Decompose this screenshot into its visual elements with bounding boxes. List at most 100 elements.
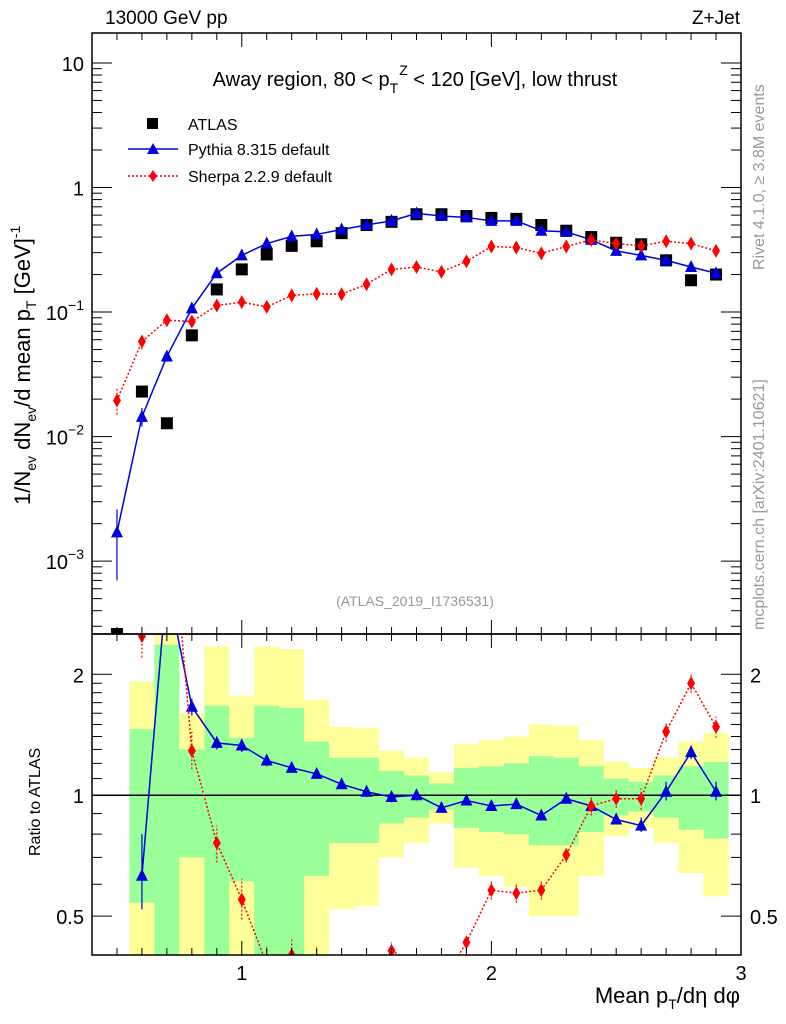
pythia-point	[485, 213, 498, 226]
pythia-point	[210, 266, 223, 279]
band-green-bin	[179, 749, 205, 858]
sherpa-point	[612, 236, 621, 251]
plot-title: Away region, 80 < pTZ < 120 [GeV], low t…	[213, 62, 618, 96]
pythia-ratio-point	[710, 784, 723, 797]
pythia-ratio-point	[235, 738, 248, 751]
atlas-point	[185, 329, 198, 342]
pythia-point	[560, 224, 573, 237]
sherpa-ratio-point	[462, 935, 471, 950]
pythia-point	[460, 210, 473, 223]
atlas-point	[260, 248, 273, 261]
sherpa-ratio-point	[413, 957, 421, 971]
band-green-bin	[229, 737, 255, 882]
sherpa-ratio-point	[687, 676, 696, 691]
atlas-point	[285, 239, 298, 252]
side-text-bottom: mcplots.cern.ch [arXiv:2401.10621]	[751, 379, 768, 630]
pythia-ratio-point	[410, 788, 423, 801]
band-green-bin	[154, 644, 180, 955]
ratio-y-tick-label-left: 0.5	[56, 907, 84, 929]
pythia-ratio-point	[435, 800, 448, 813]
sherpa-point	[162, 313, 171, 328]
atlas-point	[135, 385, 148, 398]
atlas-point	[235, 263, 248, 276]
sherpa-point	[562, 239, 571, 254]
sherpa-point	[462, 254, 471, 269]
pythia-ratio-point	[610, 812, 623, 825]
ratio-y-tick-label-left: 2	[73, 665, 84, 687]
y-tick-label: 10	[62, 54, 84, 76]
pythia-point	[260, 236, 273, 249]
main-plot	[110, 206, 723, 634]
pythia-ratio-point	[210, 735, 223, 748]
atlas-point	[685, 274, 698, 287]
pythia-ratio-point	[260, 753, 273, 766]
pythia-ratio-point	[560, 791, 573, 804]
legend-marker-pythia	[147, 143, 159, 154]
sherpa-ratio-point	[612, 791, 621, 806]
ratio-y-tick-label-left: 1	[73, 786, 84, 808]
pythia-point	[685, 259, 698, 272]
pythia-ratio-point	[310, 766, 323, 779]
sherpa-ratio-point	[163, 456, 171, 470]
pythia-ratio-point	[335, 777, 348, 790]
sherpa-ratio-point	[587, 798, 596, 813]
pythia-ratio-point	[285, 760, 298, 773]
pythia-ratio-point	[635, 818, 648, 831]
axes: 1 2 3 10 1 10−1 10−2 10−3 0.5 0.5 1 1 2 2	[46, 32, 778, 985]
legend-label-pythia: Pythia 8.315 default	[188, 142, 330, 159]
x-tick-label: 3	[735, 963, 746, 985]
sherpa-ratio-point	[338, 987, 346, 1001]
band-green-bin	[279, 707, 305, 955]
pythia-point	[185, 301, 198, 314]
sherpa-point	[312, 286, 321, 301]
atlas-point	[160, 417, 173, 430]
sherpa-ratio-line	[141, 634, 717, 955]
legend-label-sherpa: Sherpa 2.2.9 default	[188, 169, 333, 186]
ratio-bands	[129, 634, 729, 955]
ratio-plot	[92, 456, 741, 1001]
sherpa-point	[112, 393, 121, 408]
sherpa-point	[287, 288, 296, 303]
pythia-point	[660, 253, 673, 266]
sherpa-point	[512, 240, 521, 255]
analysis-id: (ATLAS_2019_I1736531)	[336, 593, 494, 609]
sherpa-point	[587, 232, 596, 247]
band-green-bin	[304, 741, 330, 876]
pythia-point	[235, 248, 248, 261]
pythia-ratio-point	[485, 798, 498, 811]
pythia-ratio-point	[161, 575, 173, 587]
sherpa-point	[487, 239, 496, 254]
sherpa-point	[662, 234, 671, 249]
pythia-ratio-point	[460, 793, 473, 806]
sherpa-point	[437, 264, 446, 279]
pythia-point	[435, 209, 448, 222]
sherpa-ratio-point	[237, 892, 246, 907]
atlas-point	[210, 283, 223, 296]
sherpa-point	[137, 334, 146, 349]
header-right: Z+Jet	[692, 8, 741, 29]
main-series	[110, 206, 723, 634]
x-axis-label: Mean pT/dη dφ	[595, 983, 740, 1012]
sherpa-point	[187, 314, 196, 329]
ratio-y-tick-label-right: 0.5	[750, 907, 778, 929]
ratio-y-axis-label: Ratio to ATLAS	[27, 748, 44, 856]
sherpa-point	[687, 236, 696, 251]
y-tick-label: 10−2	[46, 422, 84, 450]
pythia-point	[710, 266, 723, 279]
pythia-point	[335, 222, 348, 235]
pythia-point	[135, 409, 148, 422]
sherpa-point	[712, 243, 721, 258]
header-left: 13000 GeV pp	[105, 8, 228, 29]
sherpa-ratio-point	[263, 957, 271, 971]
pythia-point	[160, 349, 173, 362]
sherpa-ratio-point	[537, 883, 546, 898]
sherpa-point	[387, 262, 396, 277]
pythia-point	[285, 229, 298, 242]
ratio-series	[92, 456, 741, 1001]
x-tick-label: 1	[236, 963, 247, 985]
sherpa-ratio-point	[637, 791, 646, 806]
sherpa-ratio-point	[313, 957, 321, 971]
sherpa-ratio-point	[187, 743, 196, 758]
band-green-bin	[528, 756, 554, 846]
